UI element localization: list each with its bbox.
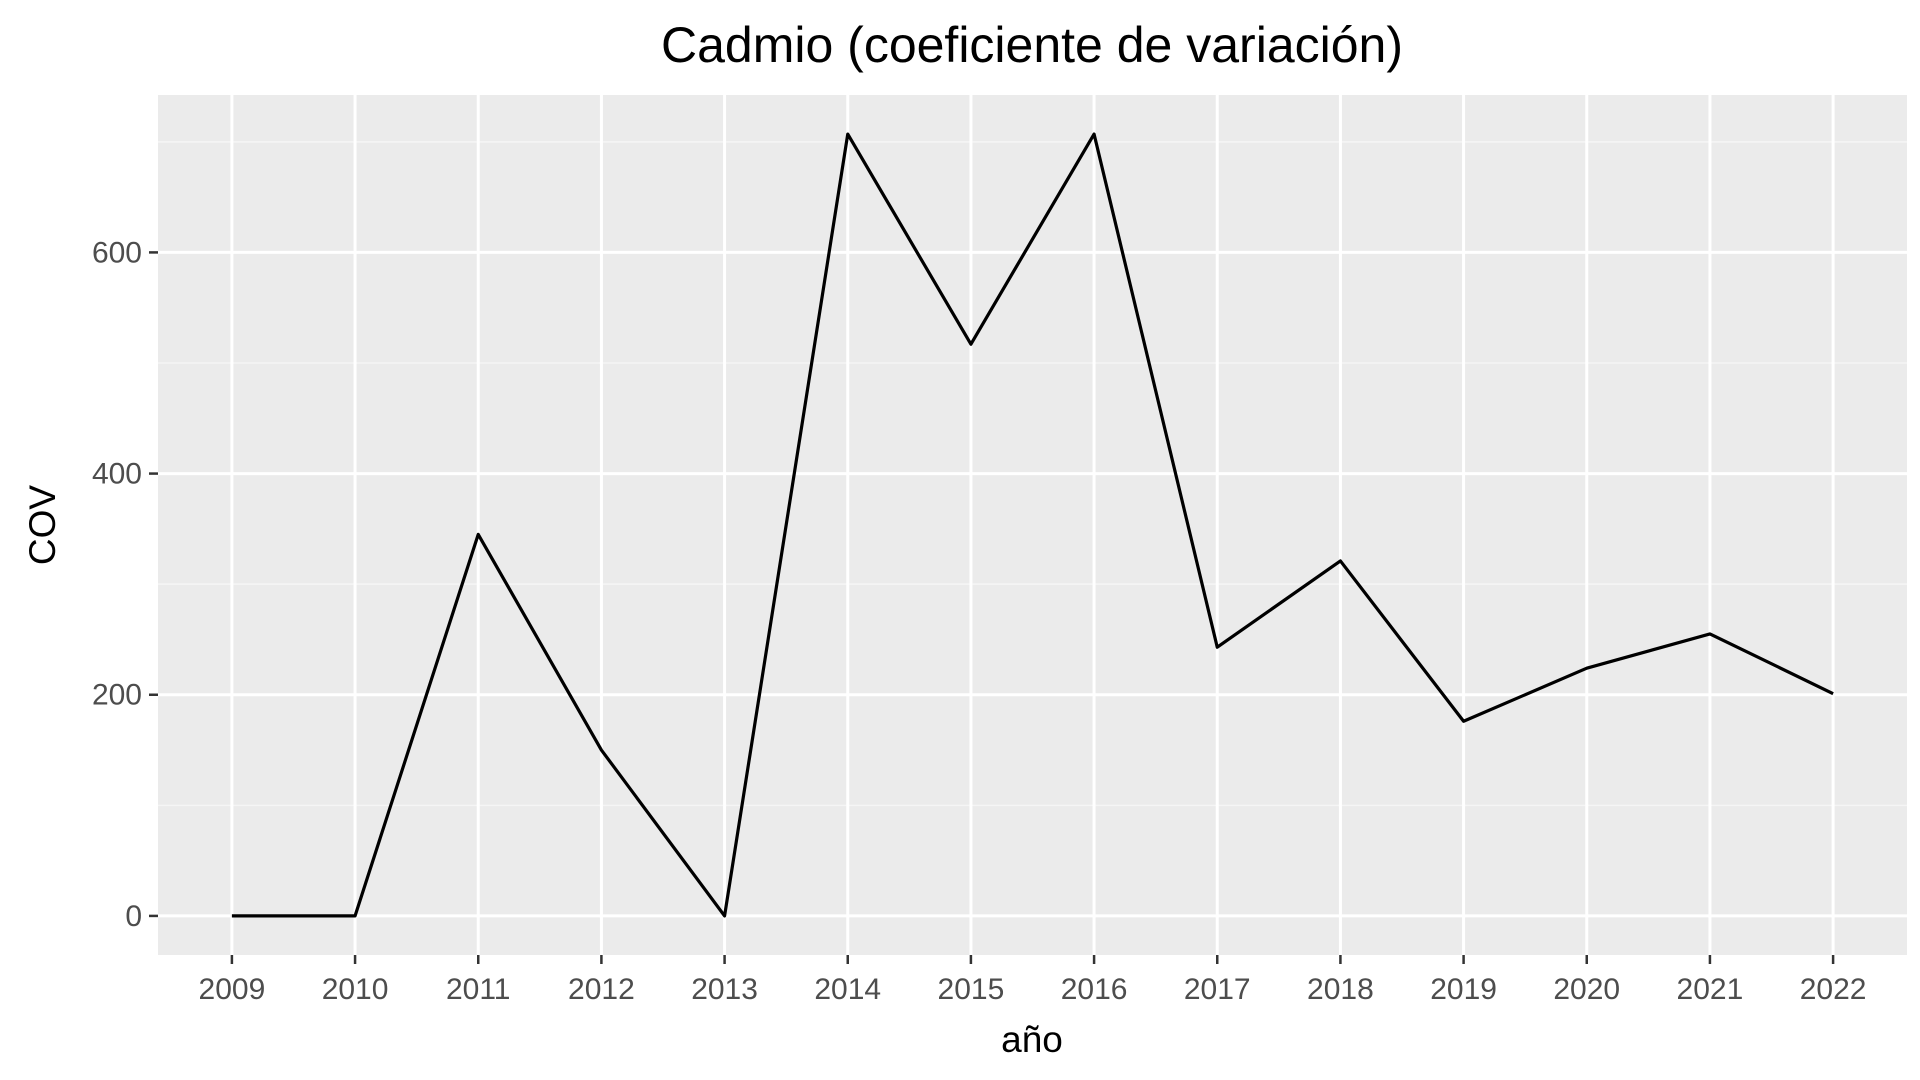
x-tick-label: 2022: [1800, 973, 1867, 1006]
y-tick-label: 0: [125, 900, 142, 933]
x-tick-label: 2009: [199, 973, 266, 1006]
x-tick-label: 2010: [322, 973, 389, 1006]
x-tick-label: 2018: [1307, 973, 1374, 1006]
y-tick-label: 400: [92, 458, 142, 491]
x-tick-label: 2013: [691, 973, 758, 1006]
x-tick-label: 2014: [814, 973, 881, 1006]
x-tick-label: 2017: [1184, 973, 1251, 1006]
x-tick-label: 2015: [938, 973, 1005, 1006]
grid-layer: [158, 95, 1907, 955]
x-tick-label: 2016: [1061, 973, 1128, 1006]
plot-panel: [158, 95, 1907, 955]
x-tick-label: 2019: [1430, 973, 1497, 1006]
axis-layer: 0 200 400 600 2009 2010 2011 2012 2013 2014 2015 20…: [92, 236, 1867, 1006]
y-tick-label: 200: [92, 679, 142, 712]
x-tick-label: 2011: [446, 973, 511, 1006]
series-layer: [231, 132, 1834, 918]
x-axis-title: año: [1001, 1019, 1063, 1060]
y-axis-title: COV: [22, 485, 63, 566]
x-tick-label: 2020: [1553, 973, 1620, 1006]
x-tick-label: 2012: [568, 973, 635, 1006]
y-tick-label: 600: [92, 236, 142, 269]
x-tick-label: 2021: [1677, 973, 1744, 1006]
series-line: [231, 132, 1834, 918]
chart-title: Cadmio (coeficiente de variación): [661, 17, 1403, 73]
